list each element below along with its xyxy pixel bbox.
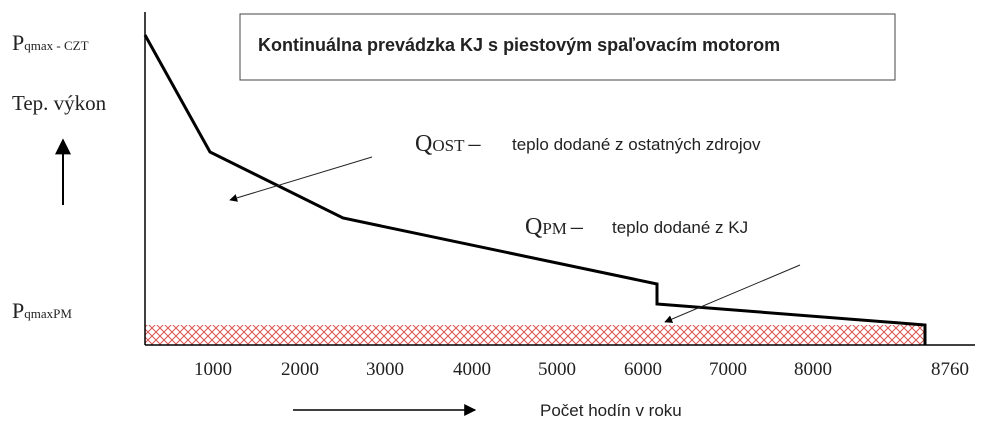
x-tick-label: 1000 bbox=[194, 359, 232, 380]
x-tick-label: 6000 bbox=[624, 359, 662, 380]
annotation-arrow bbox=[664, 264, 801, 323]
y-label: Tep. výkon bbox=[12, 91, 107, 115]
annotation-symbol: QPM – bbox=[525, 214, 584, 240]
annotation-arrow bbox=[229, 156, 373, 202]
title: Kontinuálna prevádzka KJ s piestovým spa… bbox=[258, 35, 780, 55]
y-bottom-label: PqmaxPM bbox=[12, 298, 72, 323]
x-tick-label: 3000 bbox=[366, 359, 404, 380]
annotation-text: teplo dodané z ostatných zdrojov bbox=[512, 135, 761, 154]
kj-band bbox=[145, 325, 925, 345]
load-curve bbox=[143, 34, 927, 345]
annotation-symbol: QOST – bbox=[415, 131, 481, 157]
annotation-text: teplo dodané z KJ bbox=[612, 218, 748, 237]
y-top-label: Pqmax - CZT bbox=[12, 30, 89, 55]
x-tick-label: 5000 bbox=[538, 359, 576, 380]
x-tick-label: 4000 bbox=[453, 359, 491, 380]
x-label: Počet hodín v roku bbox=[540, 401, 682, 420]
x-tick-label: 8760 bbox=[931, 359, 969, 380]
x-tick-label: 2000 bbox=[281, 359, 319, 380]
x-tick-label: 8000 bbox=[794, 359, 832, 380]
title-box bbox=[239, 13, 896, 81]
x-ticks: 1000 2000 3000 4000 5000 6000 7000 8000 8760 bbox=[194, 359, 969, 380]
x-tick-label: 7000 bbox=[709, 359, 747, 380]
